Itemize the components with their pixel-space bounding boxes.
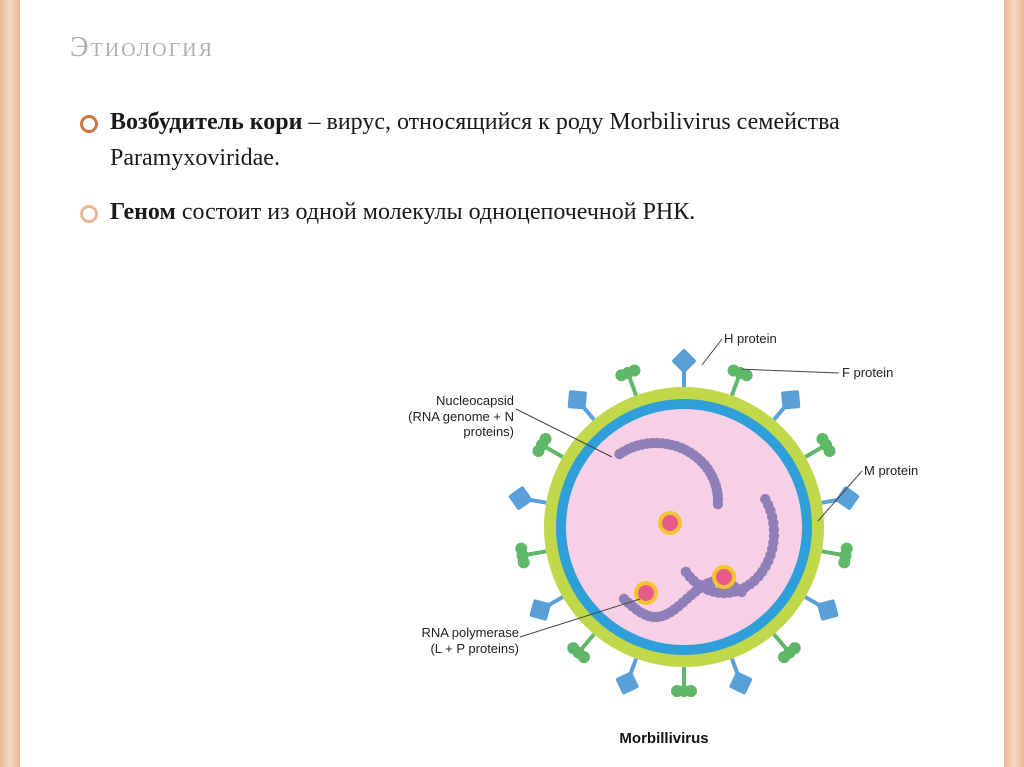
- bullet-list: Возбудитель кори – вирус, относящийся к …: [70, 104, 954, 230]
- virus-svg: [384, 327, 944, 717]
- label-nucleocapsid: Nucleocapsid (RNA genome + N proteins): [384, 393, 514, 440]
- bullet-item: Геном состоит из одной молекулы одноцепо…: [80, 194, 954, 230]
- slide-title: Этиология: [70, 32, 954, 64]
- bullet-strong: Возбудитель кори: [110, 109, 302, 135]
- slide-content: Этиология Возбудитель кори – вирус, отно…: [20, 0, 1004, 767]
- bullet-text: состоит из одной молекулы одноцепочечной…: [176, 199, 695, 225]
- label-line: RNA polymerase: [421, 625, 519, 640]
- virus-diagram: H protein F protein M protein Nucleocaps…: [384, 327, 944, 747]
- label-f-protein: F protein: [842, 365, 893, 381]
- label-polymerase: RNA polymerase (L + P proteins): [394, 625, 519, 656]
- slide-border-right: [1004, 0, 1024, 767]
- label-m-protein: M protein: [864, 463, 918, 479]
- label-line: Nucleocapsid: [436, 393, 514, 408]
- slide-border-left: [0, 0, 20, 767]
- label-line: (RNA genome + N proteins): [408, 409, 514, 440]
- bullet-strong: Геном: [110, 199, 176, 225]
- label-line: (L + P proteins): [430, 641, 519, 656]
- virus-name: Morbillivirus: [384, 730, 944, 747]
- bullet-item: Возбудитель кори – вирус, относящийся к …: [80, 104, 954, 176]
- label-h-protein: H protein: [724, 331, 777, 347]
